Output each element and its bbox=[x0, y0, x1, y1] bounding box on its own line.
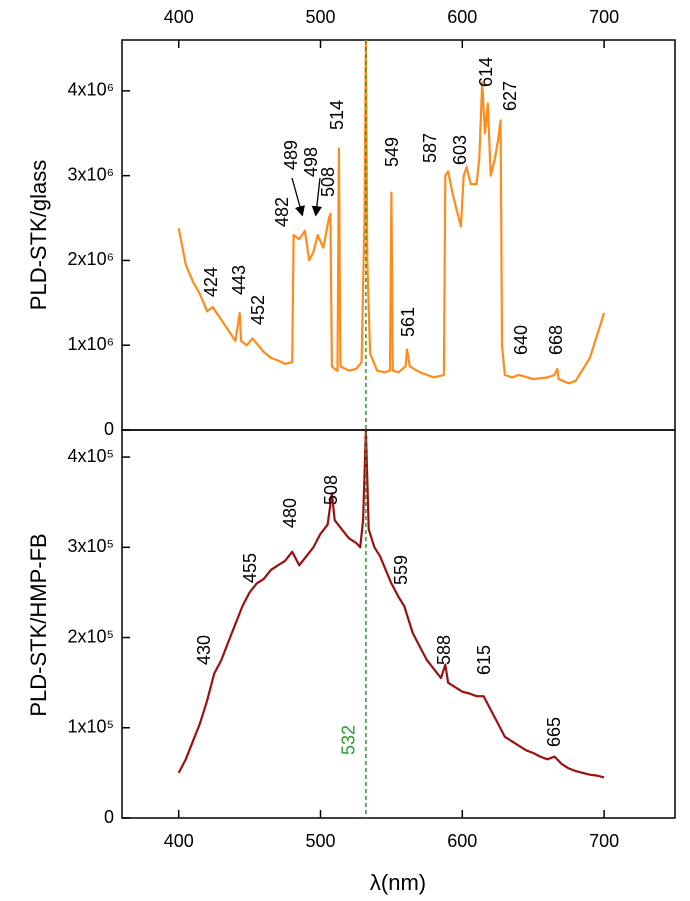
peak-label: 489 bbox=[281, 140, 301, 170]
x-tick-label: 700 bbox=[589, 831, 619, 851]
y-tick-label: 0 bbox=[104, 807, 114, 827]
peak-label: 508 bbox=[321, 475, 341, 505]
y-tick-label: 1x10⁶ bbox=[68, 334, 114, 354]
x-tick-label: 400 bbox=[164, 831, 194, 851]
y-axis-title: PLD-STK/glass bbox=[26, 160, 51, 310]
peak-label: 627 bbox=[500, 81, 520, 111]
peak-label: 549 bbox=[382, 137, 402, 167]
y-tick-label: 3x10⁵ bbox=[68, 536, 115, 556]
y-tick-label: 4x10⁶ bbox=[68, 80, 114, 100]
y-tick-label: 1x10⁵ bbox=[68, 717, 115, 737]
peak-label: 498 bbox=[301, 147, 321, 177]
x-tick-label: 500 bbox=[305, 831, 335, 851]
data-line bbox=[177, 40, 606, 385]
peak-label: 640 bbox=[511, 325, 531, 355]
data-line bbox=[177, 430, 605, 779]
peak-label: 615 bbox=[474, 645, 494, 675]
y-tick-label: 2x10⁵ bbox=[68, 626, 115, 646]
peak-label: 587 bbox=[420, 133, 440, 163]
annotation-arrow bbox=[291, 177, 305, 217]
peak-label: 514 bbox=[327, 100, 347, 130]
y-tick-label: 2x10⁶ bbox=[68, 249, 114, 269]
peak-label: 452 bbox=[248, 295, 268, 325]
x-tick-label: 600 bbox=[447, 7, 477, 27]
peak-label: 668 bbox=[546, 325, 566, 355]
panel-frame bbox=[121, 429, 676, 819]
peak-label: 559 bbox=[391, 555, 411, 585]
y-tick-label: 3x10⁶ bbox=[68, 164, 114, 184]
peak-label: 508 bbox=[318, 167, 338, 197]
annotation-arrow bbox=[311, 177, 323, 217]
x-tick-label: 600 bbox=[447, 831, 477, 851]
x-tick-label: 400 bbox=[164, 7, 194, 27]
peak-label: 614 bbox=[476, 57, 496, 87]
peak-label: 588 bbox=[434, 635, 454, 665]
peak-label: 455 bbox=[240, 553, 260, 583]
peak-label: 561 bbox=[398, 307, 418, 337]
peak-label: 480 bbox=[280, 498, 300, 528]
x-tick-label: 700 bbox=[589, 7, 619, 27]
peak-label: 430 bbox=[194, 635, 214, 665]
y-axis-title: PLD-STK/HMP-FB bbox=[26, 533, 51, 716]
x-tick-label: 500 bbox=[305, 7, 335, 27]
peak-label: 665 bbox=[544, 717, 564, 747]
y-tick-label: 0 bbox=[104, 419, 114, 439]
peak-label: 443 bbox=[229, 265, 249, 295]
peak-label: 603 bbox=[450, 135, 470, 165]
peak-label: 482 bbox=[272, 197, 292, 227]
reference-label: 532 bbox=[339, 725, 359, 755]
x-axis-title: λ(nm) bbox=[370, 870, 426, 895]
peak-label: 424 bbox=[201, 267, 221, 297]
y-tick-label: 4x10⁵ bbox=[68, 446, 115, 466]
